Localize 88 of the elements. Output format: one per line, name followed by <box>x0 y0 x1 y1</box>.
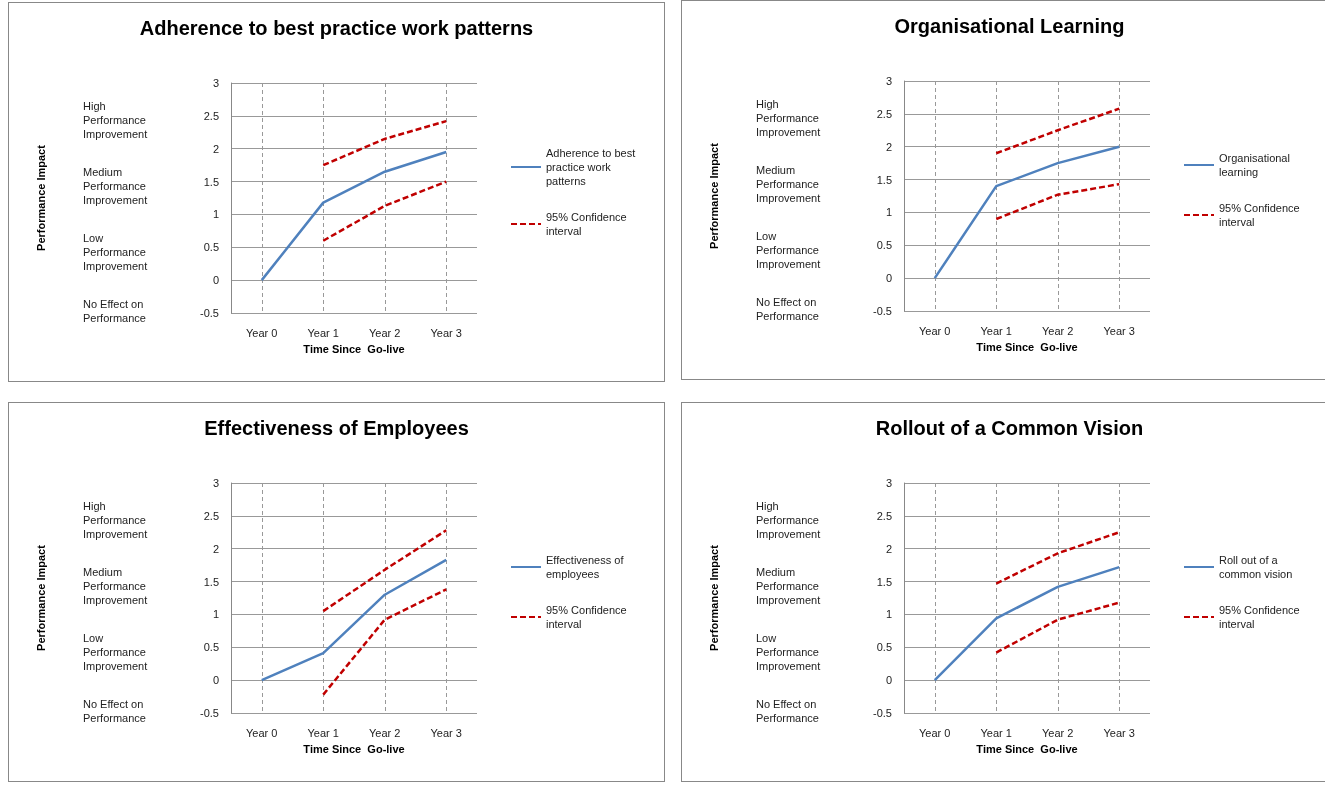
x-tick-label: Year 2 <box>369 726 401 739</box>
y-tick-label: 0 <box>885 272 892 285</box>
text: No Effect on Performance <box>756 697 820 724</box>
text: Low Performance Improvement <box>756 229 823 270</box>
x-tick-label: Year 2 <box>369 326 401 339</box>
y-tick-label: 2.5 <box>203 509 219 522</box>
y-tick-label: -0.5 <box>873 707 892 719</box>
text: High Performance Improvement <box>83 100 150 141</box>
y-axis-title: Performance Impact <box>707 544 720 651</box>
x-tick-label: Year 1 <box>307 726 339 739</box>
x-axis-title: Time Since Go-live <box>976 340 1078 353</box>
y-tick-label: 2.5 <box>876 107 892 120</box>
legend-label: Organisational learning <box>1219 152 1293 178</box>
y-tick-label: 3 <box>212 77 219 89</box>
y-tick-label: 1.5 <box>203 575 219 588</box>
y-tick-label: 0.5 <box>876 641 892 654</box>
text: No Effect on Performance <box>83 697 147 724</box>
x-tick-label: Year 1 <box>980 324 1012 337</box>
y-tick-label: 2 <box>885 542 892 555</box>
chart-title: Rollout of a Common Vision <box>875 417 1144 439</box>
text: High Performance Improvement <box>756 98 823 139</box>
x-tick-label: Year 3 <box>1103 726 1135 739</box>
y-tick-label: 2 <box>885 140 892 153</box>
y-tick-label: 0.5 <box>203 241 219 254</box>
legend-label: 95% Confidence interval <box>546 604 630 630</box>
y-tick-label: 3 <box>212 477 219 489</box>
x-axis-title: Time Since Go-live <box>303 742 405 755</box>
text: Low Performance Improvement <box>756 631 823 672</box>
y-tick-label: 1 <box>885 608 892 621</box>
text: Low Performance Improvement <box>83 231 150 272</box>
y-tick-label: 1.5 <box>203 175 219 188</box>
x-tick-label: Year 3 <box>430 326 462 339</box>
x-tick-label: Year 1 <box>980 726 1012 739</box>
line-series <box>260 150 448 282</box>
y-tick-label: 1.5 <box>876 575 892 588</box>
x-tick-label: Year 0 <box>246 726 278 739</box>
x-axis-title: Time Since Go-live <box>976 742 1078 755</box>
legend-label: 95% Confidence interval <box>1219 604 1303 630</box>
x-tick-label: Year 2 <box>1042 726 1074 739</box>
y-tick-label: 1 <box>212 208 219 221</box>
x-tick-label: Year 3 <box>1103 324 1135 337</box>
x-tick-label: Year 3 <box>430 726 462 739</box>
y-tick-label: 3 <box>885 75 892 87</box>
y-tick-label: 2 <box>212 542 219 555</box>
y-axis-title: Performance Impact <box>707 142 720 249</box>
text: High Performance Improvement <box>756 500 823 541</box>
text: Low Performance Improvement <box>83 631 150 672</box>
y-tick-label: -0.5 <box>873 305 892 317</box>
chart-title: Effectiveness of Employees <box>204 417 469 439</box>
legend-label: Adherence to best practice work patterns <box>546 147 639 187</box>
line-series <box>933 145 1121 280</box>
y-tick-label: 2.5 <box>203 109 219 122</box>
x-axis-title: Time Since Go-live <box>303 342 405 355</box>
text: Medium Performance Improvement <box>83 166 150 207</box>
legend-label: Effectiveness of employees <box>546 554 627 580</box>
y-tick-label: -0.5 <box>200 307 219 319</box>
legend-label: 95% Confidence interval <box>546 211 630 237</box>
y-tick-label: 0.5 <box>203 641 219 654</box>
x-tick-label: Year 0 <box>919 324 951 337</box>
y-tick-label: 1 <box>885 206 892 219</box>
y-axis-title: Performance Impact <box>34 544 47 651</box>
x-tick-label: Year 2 <box>1042 324 1074 337</box>
x-tick-label: Year 1 <box>307 326 339 339</box>
y-tick-label: 1 <box>212 608 219 621</box>
text: Medium Performance Improvement <box>756 566 823 607</box>
x-tick-label: Year 0 <box>919 726 951 739</box>
x-tick-label: Year 0 <box>246 326 278 339</box>
y-tick-label: 0 <box>212 674 219 687</box>
text: Medium Performance Improvement <box>756 164 823 205</box>
y-tick-label: 3 <box>885 477 892 489</box>
legend-label: Roll out of a common vision <box>1219 554 1293 580</box>
text: No Effect on Performance <box>756 295 820 322</box>
y-tick-label: 0.5 <box>876 239 892 252</box>
legend-label: 95% Confidence interval <box>1219 202 1303 228</box>
y-tick-label: 0 <box>212 274 219 287</box>
text: Medium Performance Improvement <box>83 566 150 607</box>
line-series <box>260 558 448 682</box>
y-axis-title: Performance Impact <box>34 144 47 251</box>
chart-title: Organisational Learning <box>894 15 1125 37</box>
chart-title: Adherence to best practice work patterns <box>139 17 534 39</box>
text: High Performance Improvement <box>83 500 150 541</box>
y-tick-label: 2 <box>212 142 219 155</box>
y-tick-label: -0.5 <box>200 707 219 719</box>
y-tick-label: 2.5 <box>876 509 892 522</box>
y-tick-label: 0 <box>885 674 892 687</box>
text: No Effect on Performance <box>83 297 147 324</box>
line-series <box>933 565 1121 682</box>
y-tick-label: 1.5 <box>876 173 892 186</box>
